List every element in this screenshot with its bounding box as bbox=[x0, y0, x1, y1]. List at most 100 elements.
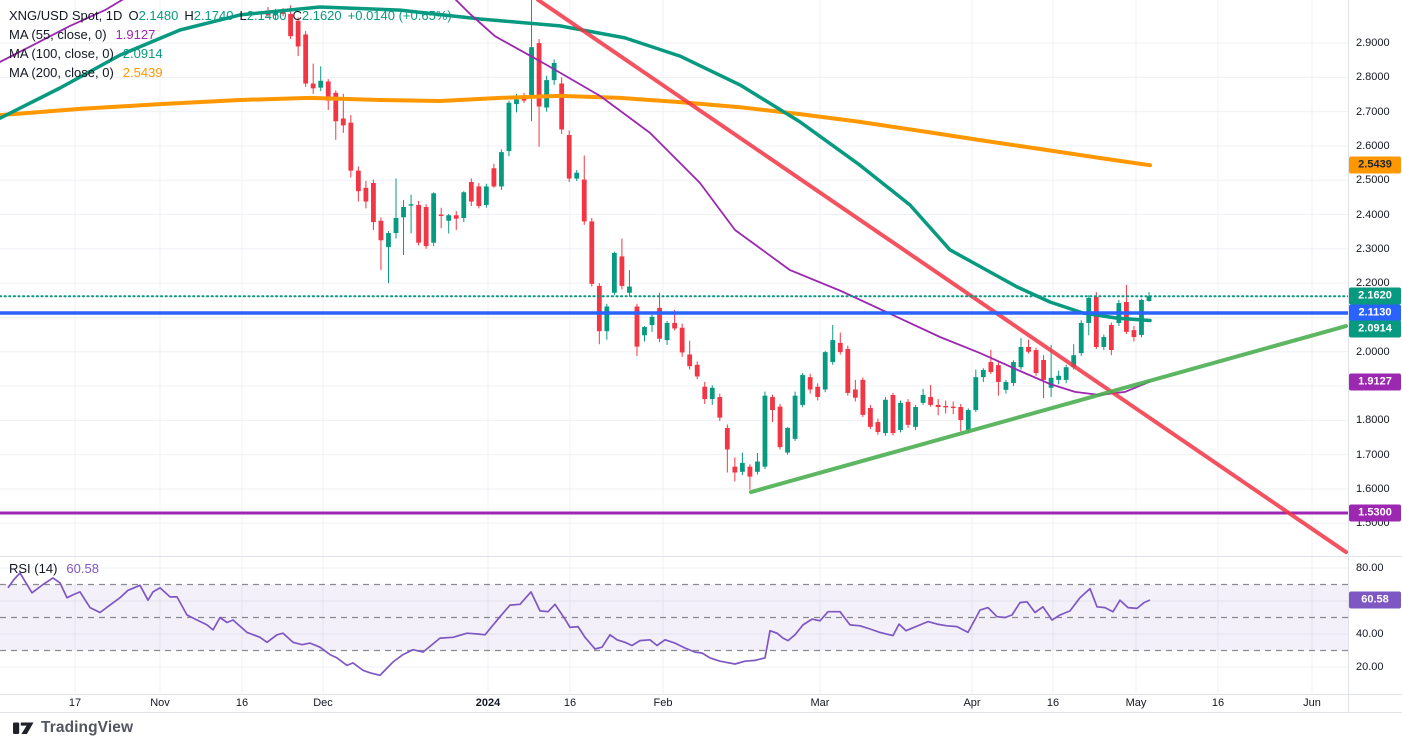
time-tick-label-2024: 2024 bbox=[475, 697, 501, 709]
candlesticks bbox=[265, 0, 1152, 490]
price-tick-label: 1.7000 bbox=[1356, 448, 1390, 461]
rsi-line bbox=[7, 572, 1151, 677]
candle bbox=[860, 377, 866, 417]
candle bbox=[943, 400, 949, 414]
candle bbox=[604, 303, 610, 340]
candle bbox=[694, 361, 700, 380]
high-value: 2.1740 bbox=[193, 8, 234, 23]
candle bbox=[416, 200, 421, 246]
candle bbox=[709, 385, 715, 405]
tradingview-footer[interactable]: TradingView bbox=[13, 719, 133, 737]
candle bbox=[747, 464, 753, 490]
candle bbox=[905, 399, 911, 428]
candle bbox=[536, 38, 542, 147]
time-tick-label-Dec: Dec bbox=[313, 697, 333, 709]
low-value: 2.1460 bbox=[246, 8, 287, 23]
candle bbox=[559, 77, 565, 134]
candle bbox=[852, 379, 858, 402]
candle bbox=[1048, 344, 1054, 398]
candle bbox=[544, 75, 550, 112]
candle bbox=[363, 180, 369, 209]
ma100-legend-row[interactable]: MA (100, close, 0) 2.0914 bbox=[9, 44, 452, 63]
ma200-label: MA (200, close, 0) bbox=[9, 65, 114, 80]
candle bbox=[1041, 355, 1046, 399]
ma200-value: 2.5439 bbox=[122, 65, 163, 80]
candle bbox=[574, 169, 580, 181]
rsi-tick-label: 80.00 bbox=[1356, 562, 1384, 574]
time-tick-label-Nov: Nov bbox=[150, 697, 170, 709]
candle bbox=[890, 392, 896, 436]
candle bbox=[1056, 370, 1062, 385]
candle bbox=[1101, 334, 1107, 351]
candle bbox=[739, 452, 745, 476]
candle bbox=[423, 204, 429, 249]
candle bbox=[393, 178, 399, 239]
ma-100-line[interactable] bbox=[0, 5, 1152, 323]
rsi-legend-row[interactable]: RSI (14) 60.58 bbox=[9, 561, 99, 576]
candle bbox=[1124, 284, 1129, 334]
symbol-row[interactable]: XNG/USD Spot, 1D O2.1480 H2.1740 L2.1460 C2.… bbox=[9, 6, 452, 25]
candle bbox=[371, 179, 376, 230]
price-badge-2.5439: 2.5439 bbox=[1349, 156, 1401, 174]
candle bbox=[1139, 298, 1144, 338]
candle bbox=[551, 59, 557, 85]
rsi-tick-label: 40.00 bbox=[1356, 628, 1384, 640]
candle bbox=[928, 385, 934, 407]
candle bbox=[649, 314, 655, 332]
candle bbox=[935, 399, 941, 416]
candle bbox=[1026, 339, 1031, 354]
rsi-label: RSI (14) bbox=[9, 561, 58, 576]
time-tick-label-Jun: Jun bbox=[1303, 697, 1321, 709]
time-tick-label-16: 16 bbox=[1046, 697, 1060, 709]
ma-55-line[interactable] bbox=[0, 0, 1151, 396]
rsi-value: 60.58 bbox=[66, 561, 99, 576]
price-tick-label: 2.7000 bbox=[1356, 105, 1390, 118]
chart-legend[interactable]: XNG/USD Spot, 1D O2.1480 H2.1740 L2.1460 C2.… bbox=[9, 6, 452, 82]
price-tick-label: 2.0000 bbox=[1356, 345, 1390, 358]
ma200-legend-row[interactable]: MA (200, close, 0) 2.5439 bbox=[9, 63, 452, 82]
candle bbox=[950, 401, 956, 415]
time-tick-label-May: May bbox=[1125, 697, 1147, 709]
price-badge-2.1130: 2.1130 bbox=[1349, 304, 1401, 322]
green-ascending-trendline[interactable] bbox=[749, 324, 1348, 495]
candle bbox=[627, 270, 632, 297]
ma55-legend-row[interactable]: MA (55, close, 0) 1.9127 bbox=[9, 25, 452, 44]
candle bbox=[566, 130, 572, 182]
candle bbox=[777, 403, 783, 450]
candle bbox=[822, 351, 828, 393]
red-descending-trendline[interactable] bbox=[536, 0, 1348, 555]
candle bbox=[687, 340, 693, 370]
rsi-badge: 60.58 bbox=[1349, 591, 1401, 609]
gridlines bbox=[0, 0, 1348, 694]
ma55-value: 1.9127 bbox=[115, 27, 156, 42]
time-tick-label-Mar: Mar bbox=[810, 697, 830, 709]
candle bbox=[1011, 360, 1016, 387]
candle bbox=[468, 178, 474, 206]
price-tick-label: 1.6000 bbox=[1356, 482, 1390, 495]
candle bbox=[491, 163, 497, 188]
ma100-value: 2.0914 bbox=[122, 46, 163, 61]
price-tick-label: 2.8000 bbox=[1356, 71, 1390, 84]
price-tick-label: 2.4000 bbox=[1356, 208, 1390, 221]
candle bbox=[431, 192, 437, 247]
candle bbox=[386, 231, 391, 284]
candle bbox=[310, 63, 316, 94]
candle bbox=[867, 404, 873, 429]
rsi-pane[interactable] bbox=[0, 572, 1348, 677]
candle bbox=[875, 418, 881, 435]
candle bbox=[830, 325, 836, 365]
open-value: 2.1480 bbox=[138, 8, 179, 23]
candle bbox=[973, 369, 979, 413]
change-value: +0.0140 (+0.65%) bbox=[347, 8, 452, 23]
candle bbox=[845, 345, 851, 396]
candle bbox=[800, 373, 806, 408]
price-pane[interactable] bbox=[0, 0, 1348, 555]
candle bbox=[785, 427, 790, 455]
candle bbox=[303, 31, 309, 87]
candle bbox=[664, 320, 670, 345]
ma-200-line[interactable] bbox=[0, 93, 1152, 168]
candle bbox=[958, 403, 964, 432]
candle bbox=[965, 408, 971, 434]
